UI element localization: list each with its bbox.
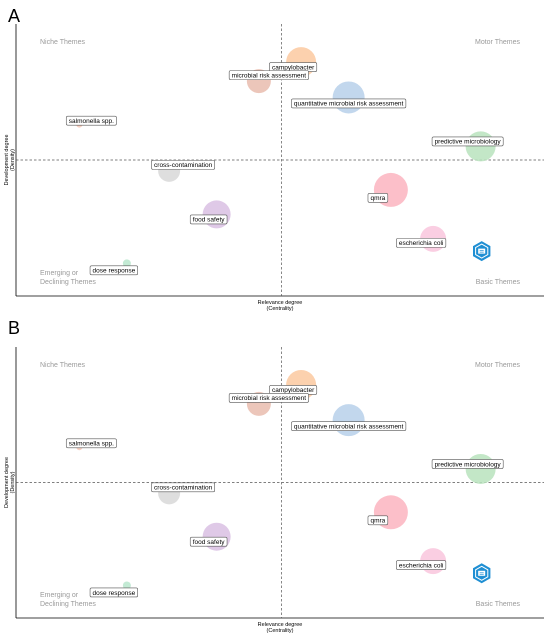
bubble-label-box [396,238,447,248]
bubble-label: qmra [367,193,389,203]
bubble-label-text: microbial risk assessment [232,395,307,402]
bubbles [76,47,496,268]
bubble-label-text: campylobacter [272,387,315,394]
quadrant-label-motor: Motor Themes [475,362,520,369]
bubble-label: escherichia coli [396,560,447,570]
bubble-label-text: microbial risk assessment [232,72,307,79]
bubble-label-box [228,393,309,403]
bubbles [76,369,496,590]
bubble-label-box [291,98,407,109]
quadrant-label-emerging: Emerging or [40,270,79,277]
bubble-label-text: campylobacter [272,64,315,71]
bubble-label-box [367,515,389,526]
bubble-label-text: qmra [370,195,385,202]
bubble-label: qmra [367,515,389,526]
bubble-label: quantitative microbial risk assessment [291,421,407,431]
quadrant-label-emerging: Emerging or [40,592,79,599]
y-axis-title: Development degree [4,134,10,185]
bubble [122,259,131,268]
bubble-label-box [65,438,117,449]
bubble [465,453,496,484]
bubble-label-text: salmonella spp. [69,118,114,125]
bubble-label-box [89,587,139,598]
bubble-label: cross-contamination [151,482,216,493]
bubble-label-box [431,136,504,147]
bubble-label: cross-contamination [151,160,216,170]
bubble-label-text: dose response [93,268,136,275]
bubble-label-text: quantitative microbial risk assessment [294,423,404,430]
panel-letter: A [8,6,20,26]
bubble-label-box [431,459,504,469]
bubble-label: salmonella spp. [65,115,117,126]
bubble-label-box [189,214,228,225]
bubble-label: quantitative microbial risk assessment [291,98,407,109]
bubble-label-text: cross-contamination [154,485,213,492]
bubble-label: escherichia coli [396,238,447,248]
x-axis-subtitle: (Centrality) [267,306,294,312]
bubble-label: predictive microbiology [431,459,504,469]
bubble-label-box [291,421,407,431]
bubble [465,131,496,162]
x-axis-title: Relevance degree [258,300,303,306]
bubble-label-box [189,536,228,547]
bubble-label-text: food safety [193,217,226,224]
bubble-label-box [367,193,389,203]
bibliometrix-logo [473,241,491,262]
logo-mark [478,248,486,254]
quadrant-label-niche: Niche Themes [40,39,86,46]
panel-letter: B [8,318,20,338]
y-axis-subtitle: (Density) [10,471,16,493]
bubble-label: food safety [189,214,228,225]
bubble-label-box [89,265,139,276]
bubble-label: dose response [89,587,139,598]
bubble-label: food safety [189,536,228,547]
quadrant-label-motor: Motor Themes [475,39,520,46]
bubble [332,404,365,437]
bubble-label: microbial risk assessment [228,70,309,80]
panel-b: B Niche Themes Motor Themes Emerging or Decl… [4,318,544,634]
bubble-label: campylobacter [269,62,318,72]
bubble-label: predictive microbiology [431,136,504,147]
quadrant-label-basic: Basic Themes [476,601,521,608]
y-axis-title: Development degree [4,457,10,508]
bubble-label-box [396,560,447,570]
bubble-label-box [228,70,309,80]
y-axis-subtitle: (Density) [10,149,16,171]
quadrant-label-declining: Declining Themes [40,279,96,286]
bubble-label-text: food safety [193,539,226,546]
bubble-label-text: qmra [370,518,385,525]
bubble [332,81,365,114]
bubble-label-box [151,160,216,170]
bubble [122,581,131,590]
bubble-label-box [151,482,216,493]
bubble-label-text: dose response [93,590,136,597]
bubble-label-text: salmonella spp. [69,441,114,448]
x-axis-title: Relevance degree [258,622,303,628]
quadrant-label-declining: Declining Themes [40,601,96,608]
logo-mark [478,570,486,576]
logo-inner-hexagon [475,243,489,259]
bubble-label-text: predictive microbiology [435,139,502,146]
panel-a: A Niche Themes Motor Themes Emerging or Decl… [4,6,544,312]
quadrant-label-basic: Basic Themes [476,279,521,286]
bubble-label: salmonella spp. [65,438,117,449]
bubble-label-text: predictive microbiology [435,461,502,468]
x-axis-subtitle: (Centrality) [267,628,294,634]
logo-inner-hexagon [475,565,489,581]
quadrant-label-niche: Niche Themes [40,362,86,369]
bubble-label: dose response [89,265,139,276]
bubble-label-text: quantitative microbial risk assessment [294,101,404,108]
bibliometrix-logo [473,563,491,584]
bubble-label-box [65,115,117,126]
bubble-label: microbial risk assessment [228,393,309,403]
bubble-label-text: cross-contamination [154,162,213,169]
bubble-label-text: escherichia coli [399,562,443,569]
bubble-label: campylobacter [269,385,318,395]
bubble-label-text: escherichia coli [399,240,443,247]
